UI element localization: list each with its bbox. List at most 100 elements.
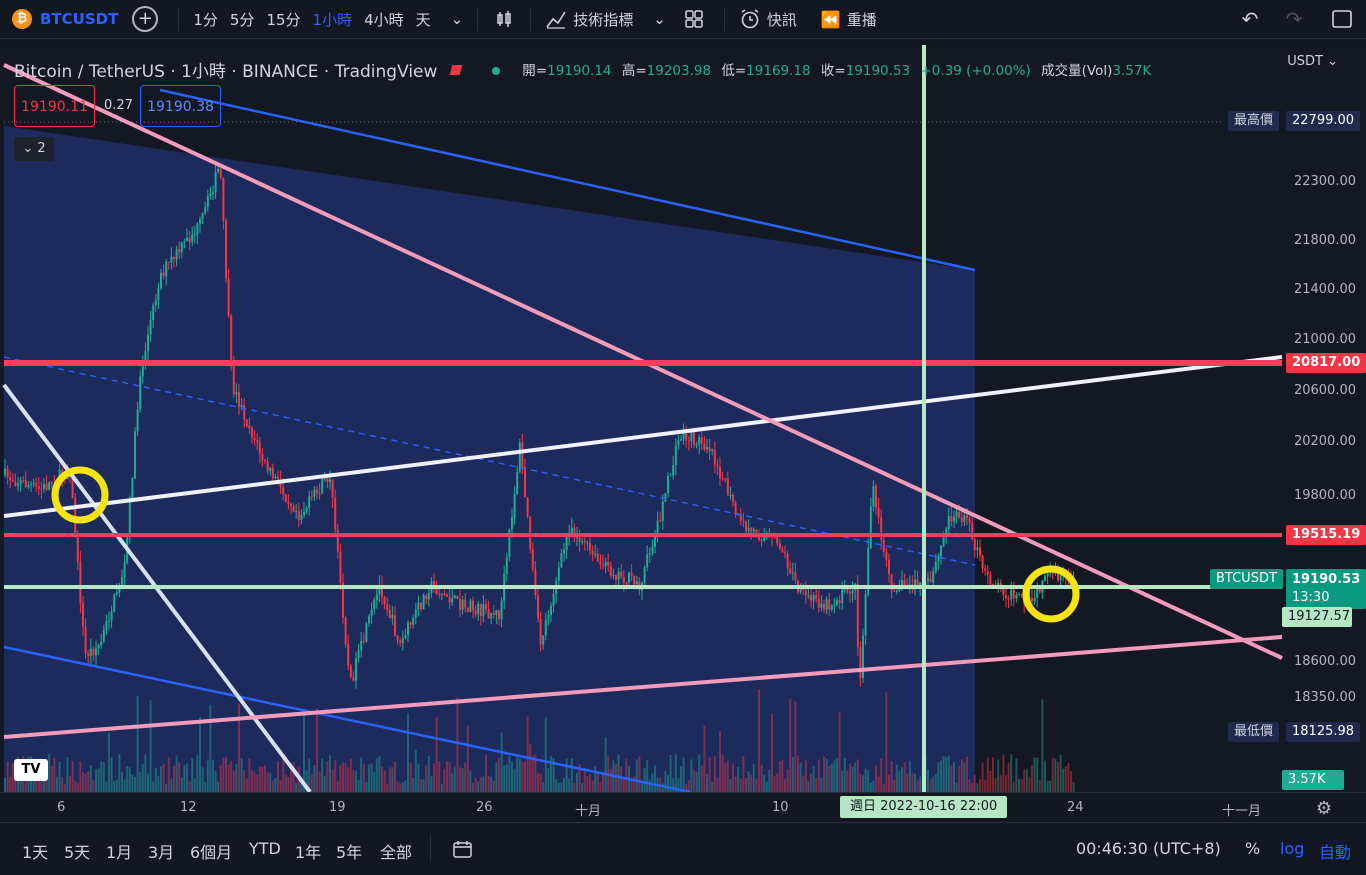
candle-body (152, 304, 155, 320)
replay-button[interactable]: ⏪ 重播 (809, 0, 889, 38)
volume-bar (1072, 782, 1075, 792)
price-tick: 20600.00 (1293, 383, 1356, 398)
indicator-collapse-toggle[interactable]: ⌄ 2 (14, 137, 54, 161)
goto-date-calendar-icon[interactable] (452, 839, 474, 863)
volume-bar (87, 771, 90, 792)
chart-pane[interactable]: Bitcoin / TetherUS · 1小時 · BINANCE · Tra… (0, 45, 1366, 792)
currency-selector[interactable]: USDT ⌄ (1287, 54, 1338, 69)
candle-body (550, 605, 552, 616)
time-axis[interactable]: 6 12 19 26 十月 10 24 十一月 週日 2022-10-16 22… (0, 792, 1366, 823)
range-ytd[interactable]: YTD (249, 839, 281, 858)
interval-1d[interactable]: 天 (415, 10, 431, 29)
tradingview-logo[interactable]: TV (14, 759, 48, 781)
interval-1m[interactable]: 1分 (193, 10, 218, 29)
volume-bar (261, 766, 264, 792)
volume-bar (836, 758, 838, 792)
fullscreen-icon[interactable] (1324, 0, 1360, 38)
candle-body (685, 432, 688, 441)
alert-button[interactable]: 快訊 (733, 0, 809, 38)
volume-bar (745, 777, 747, 792)
price-tick: 20200.00 (1293, 434, 1356, 449)
range-1m[interactable]: 1月 (106, 843, 133, 862)
volume-bar (209, 704, 212, 792)
range-1y[interactable]: 1年 (295, 843, 322, 862)
range-all[interactable]: 全部 (380, 843, 413, 862)
range-5d[interactable]: 5天 (64, 843, 91, 862)
volume-bar (128, 767, 131, 792)
price-chart-canvas[interactable] (0, 45, 1366, 792)
undo-icon[interactable]: ↶ (1241, 7, 1259, 31)
volume-bar (752, 764, 755, 792)
symbol-search-button[interactable]: ₿ BTCUSDT (0, 0, 128, 38)
volume-bar (435, 717, 438, 792)
candle-body (940, 545, 942, 557)
auto-scale-toggle[interactable]: 自動 (1319, 843, 1352, 862)
candle-body (734, 502, 737, 515)
candle-body (170, 256, 173, 263)
price-tag-19515: 19515.19 (1286, 525, 1366, 545)
candle-body (570, 527, 573, 535)
sell-button[interactable]: 19190.11 (14, 85, 95, 127)
volume-bar (724, 763, 727, 792)
volume-bar (591, 780, 594, 792)
range-5y[interactable]: 5年 (336, 843, 363, 862)
volume-bar (1041, 699, 1044, 792)
price-tick: 22300.00 (1293, 174, 1356, 189)
volume-bar (35, 777, 38, 792)
candle-body (32, 482, 35, 485)
compare-symbol-plus-icon[interactable]: + (132, 6, 159, 32)
volume-bar (651, 773, 654, 792)
layout-templates-button[interactable] (672, 0, 716, 38)
chevron-down-icon[interactable]: ⌄ (653, 10, 666, 28)
volume-bar (680, 766, 682, 792)
candle-body (563, 549, 565, 554)
candle-body (331, 479, 334, 498)
volume-bar (448, 761, 451, 792)
price-tick: 19800.00 (1293, 488, 1356, 503)
candle-body (165, 261, 168, 277)
volume-bar (726, 760, 729, 792)
candle-body (199, 219, 201, 224)
volume-bar (40, 772, 43, 792)
candle-body (461, 599, 464, 610)
divider (178, 7, 180, 31)
volume-bar (1054, 758, 1057, 792)
candle-body (518, 442, 521, 472)
candle-body (139, 376, 142, 410)
percent-scale-toggle[interactable]: % (1245, 839, 1261, 858)
volume-bar (1005, 775, 1007, 792)
candle-body (882, 539, 885, 553)
volume-bar (633, 776, 636, 792)
gear-icon[interactable]: ⚙ (1315, 798, 1332, 819)
candle-type-button[interactable] (486, 0, 522, 38)
volume-bar (828, 765, 831, 792)
volume-bar (266, 772, 269, 792)
range-3m[interactable]: 3月 (148, 843, 175, 862)
volume-bar (869, 782, 872, 792)
candle-body (752, 529, 755, 532)
alarm-clock-icon (741, 9, 759, 29)
candle-body (310, 496, 313, 498)
interval-4h[interactable]: 4小時 (364, 10, 404, 29)
timezone-clock[interactable]: 00:46:30 (UTC+8) (1076, 839, 1221, 858)
candle-body (425, 595, 428, 600)
volume-bar (875, 765, 877, 792)
redo-icon[interactable]: ↷ (1285, 7, 1303, 31)
volume-bar (713, 756, 716, 792)
interval-5m[interactable]: 5分 (229, 10, 255, 29)
interval-15m[interactable]: 15分 (266, 10, 301, 29)
log-scale-toggle[interactable]: log (1280, 839, 1305, 858)
range-6m[interactable]: 6個月 (190, 843, 233, 862)
volume-bar (282, 754, 285, 792)
buy-button[interactable]: 19190.38 (140, 85, 221, 127)
candle-body (238, 392, 240, 408)
chart-legend[interactable]: Bitcoin / TetherUS · 1小時 · BINANCE · Tra… (14, 57, 469, 82)
volume-bar (464, 762, 467, 792)
candle-body (937, 556, 940, 562)
indicators-button[interactable]: 技術指標 ⌄ (539, 0, 672, 38)
interval-1h[interactable]: 1小時 (312, 10, 353, 29)
range-1d[interactable]: 1天 (22, 843, 49, 862)
chevron-down-icon[interactable]: ⌄ (450, 10, 464, 28)
volume-bar (791, 756, 794, 792)
volume-bar (1025, 769, 1028, 792)
